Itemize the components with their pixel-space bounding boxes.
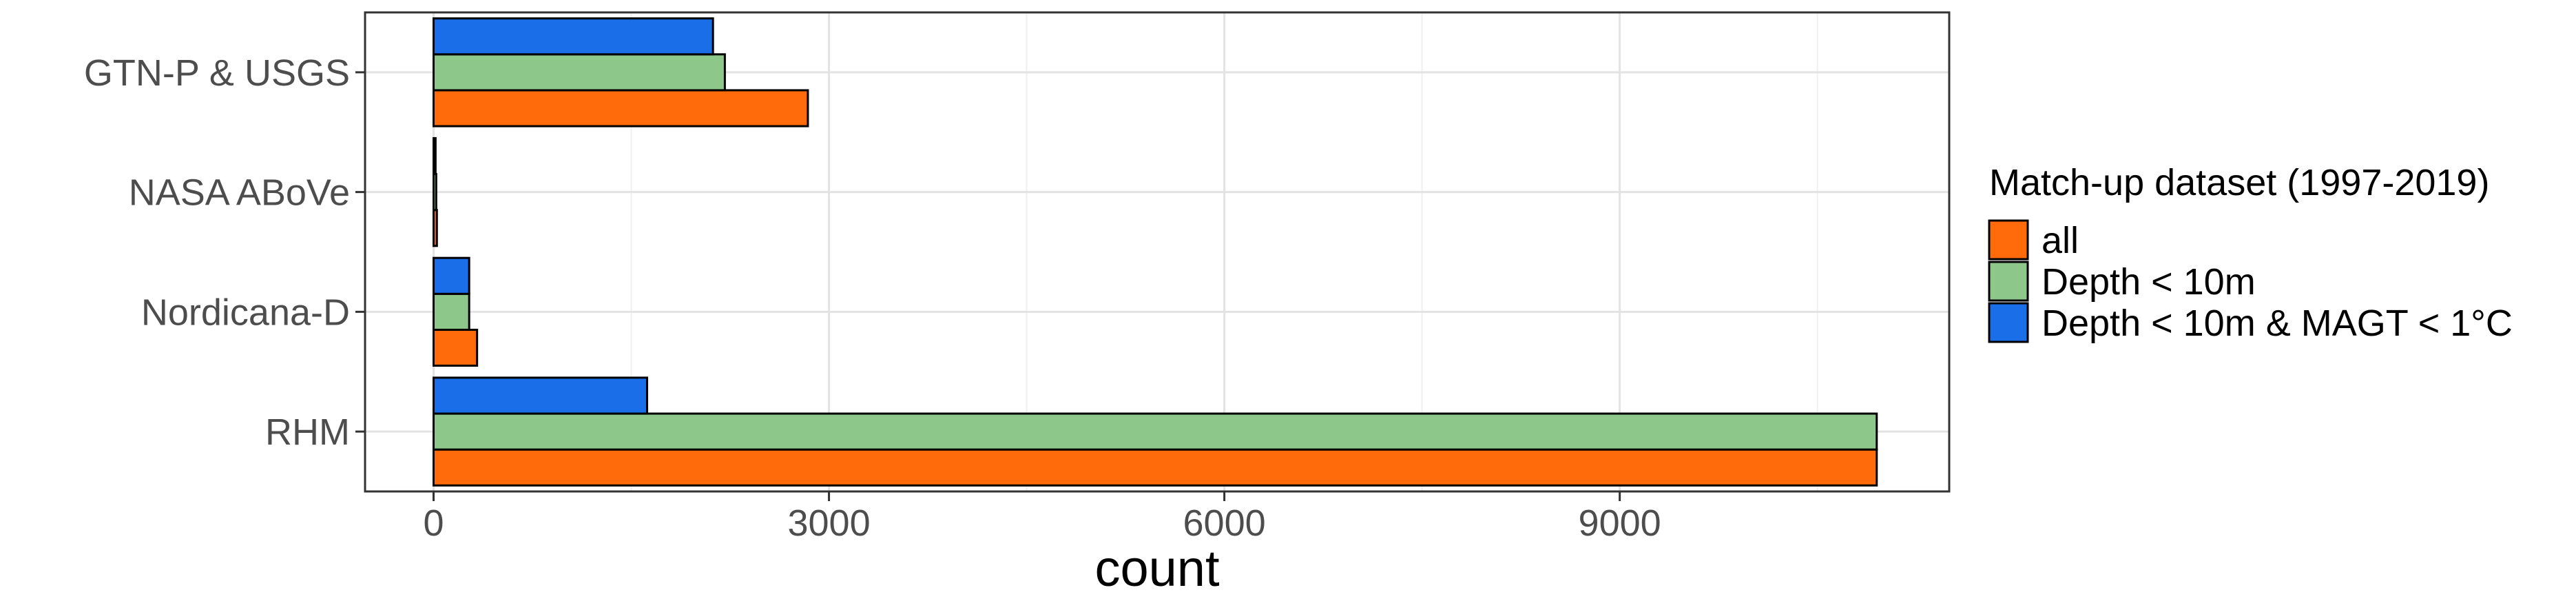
x-axis: 0 3000 6000 9000 bbox=[423, 491, 1661, 544]
bar bbox=[433, 328, 479, 367]
bar bbox=[433, 448, 1878, 487]
bar bbox=[433, 376, 648, 415]
legend-title: Match-up dataset (1997-2019) bbox=[1989, 162, 2489, 203]
y-tick-label: Nordicana-D bbox=[141, 292, 350, 333]
x-axis-title: count bbox=[1094, 540, 1219, 597]
x-tick-label: 6000 bbox=[1183, 502, 1266, 544]
y-tick-label: RHM bbox=[265, 411, 350, 453]
x-tick-label: 9000 bbox=[1579, 502, 1661, 544]
y-tick-label: GTN-P & USGS bbox=[84, 52, 350, 94]
x-tick-label: 0 bbox=[423, 502, 444, 544]
legend-label: Depth < 10m & MAGT < 1°C bbox=[2042, 303, 2513, 344]
bars bbox=[433, 17, 1878, 487]
y-tick-label: NASA ABoVe bbox=[129, 172, 350, 214]
bar bbox=[433, 53, 726, 92]
legend-label: all bbox=[2042, 220, 2079, 261]
legend-key bbox=[1988, 261, 2029, 302]
bar bbox=[433, 209, 438, 247]
bar bbox=[433, 89, 809, 128]
plot-border bbox=[364, 11, 1951, 493]
legend-key bbox=[1988, 219, 2029, 261]
bar bbox=[433, 136, 437, 176]
legend-label: Depth < 10m bbox=[2042, 261, 2256, 303]
bar bbox=[433, 173, 437, 212]
x-tick-label: 3000 bbox=[787, 502, 870, 544]
bar bbox=[433, 412, 1878, 451]
legend-key bbox=[1988, 302, 2029, 343]
bar bbox=[433, 292, 470, 331]
bar bbox=[433, 17, 714, 56]
y-axis: RHM Nordicana-D NASA ABoVe GTN-P & USGS bbox=[84, 52, 365, 453]
bar bbox=[433, 256, 470, 295]
